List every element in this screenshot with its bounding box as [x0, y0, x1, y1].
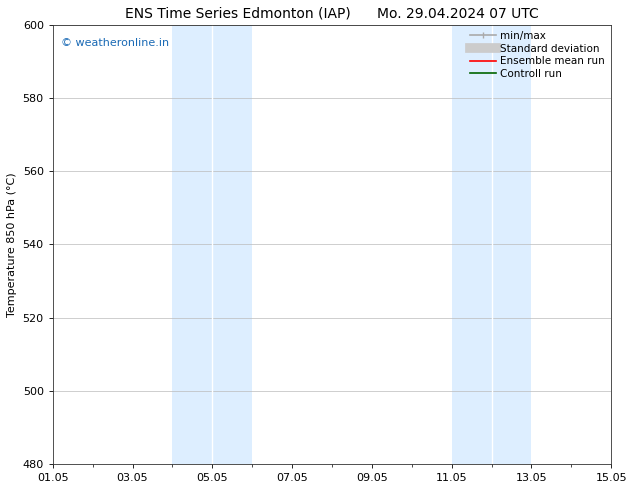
Bar — [212, 25, 252, 464]
Text: © weatheronline.in: © weatheronline.in — [61, 38, 169, 48]
Y-axis label: Temperature 850 hPa (°C): Temperature 850 hPa (°C) — [7, 172, 17, 317]
Bar — [172, 25, 212, 464]
Title: ENS Time Series Edmonton (IAP)      Mo. 29.04.2024 07 UTC: ENS Time Series Edmonton (IAP) Mo. 29.04… — [125, 7, 539, 21]
Legend: min/max, Standard deviation, Ensemble mean run, Controll run: min/max, Standard deviation, Ensemble me… — [466, 27, 609, 83]
Bar — [491, 25, 531, 464]
Bar — [451, 25, 491, 464]
